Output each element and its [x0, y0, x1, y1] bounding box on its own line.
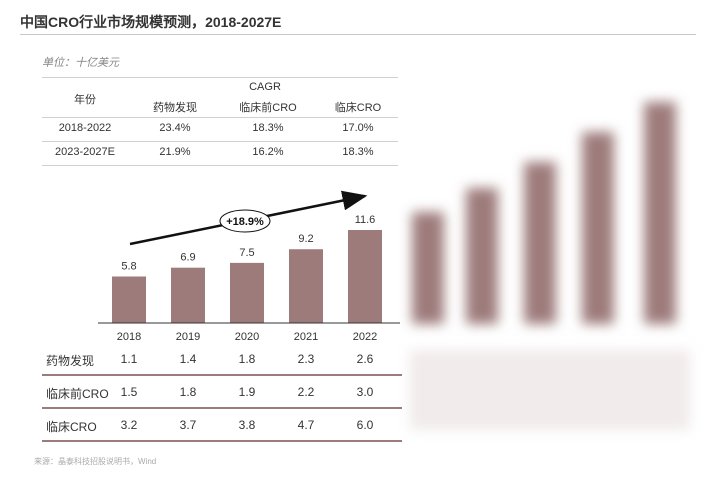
growth-badge [219, 209, 271, 233]
segment-value: 1.5 [120, 385, 138, 399]
data-label-2018: 5.8 [121, 261, 136, 273]
cagr-value: 21.9% [159, 146, 191, 158]
segment-value: 1.8 [179, 385, 197, 399]
row-rule [42, 374, 402, 376]
segment-value: 3.2 [120, 418, 138, 432]
table-rule [42, 77, 398, 78]
period-label: 2018-2022 [58, 122, 112, 134]
bar-2022 [348, 230, 382, 323]
blurred-bar [412, 212, 444, 324]
segment-value: 4.7 [297, 418, 315, 432]
blurred-bar [582, 132, 614, 324]
segment-name: 临床前CRO [46, 387, 109, 401]
title-divider [20, 34, 696, 35]
segment-value: 2.2 [297, 385, 315, 399]
cagr-value: 18.3% [252, 122, 284, 134]
segment-value: 2.6 [356, 352, 374, 366]
table-row: 临床前CRO 1.5 1.8 1.9 2.2 3.0 [42, 376, 402, 409]
x-tick-2021: 2021 [294, 331, 318, 343]
cagr-value: 17.0% [342, 122, 374, 134]
bar-2018 [112, 276, 146, 323]
bar-2020 [230, 262, 264, 323]
segment-value: 1.1 [120, 352, 138, 366]
table-row: 临床CRO 3.2 3.7 3.8 4.7 6.0 [42, 409, 402, 442]
bar-2019 [171, 267, 205, 323]
x-tick-2019: 2019 [176, 331, 200, 343]
unit-label: 单位：十亿美元 [42, 57, 119, 69]
segment-value: 6.0 [356, 418, 374, 432]
segment-value: 3.0 [356, 385, 374, 399]
cagr-subheader-row: 药物发现 临床前CRO 临床CRO [42, 99, 398, 115]
col-drug-discovery: 药物发现 [153, 102, 197, 114]
year-header: 年份 [74, 94, 96, 106]
blurred-table-area [410, 350, 690, 430]
table-rule [42, 165, 398, 166]
cagr-value: 23.4% [159, 122, 191, 134]
table-rule [42, 141, 398, 142]
segment-name: 药物发现 [46, 354, 95, 368]
data-label-2021: 9.2 [298, 233, 313, 245]
cagr-header-row: 年份 CAGR [42, 81, 398, 106]
data-label-2020: 7.5 [239, 247, 254, 259]
blurred-bar [524, 162, 556, 324]
segment-value: 1.9 [238, 385, 256, 399]
table-row: 2018-2022 23.4% 18.3% 17.0% [42, 122, 398, 138]
segment-value: 1.8 [238, 352, 256, 366]
row-rule [42, 407, 402, 409]
bar-2021 [289, 249, 323, 323]
blurred-bar [466, 188, 498, 324]
x-tick-2022: 2022 [353, 331, 377, 343]
col-preclinical: 临床前CRO [239, 102, 297, 114]
page-title: 中国CRO行业市场规模预测，2018-2027E [20, 14, 282, 30]
source-note: 来源：晶泰科技招股说明书，Wind [34, 457, 157, 466]
segment-value: 3.7 [179, 418, 197, 432]
data-label-2022: 11.6 [355, 214, 376, 226]
blurred-bar [644, 102, 676, 324]
x-tick-2018: 2018 [117, 331, 141, 343]
table-row: 药物发现 1.1 1.4 1.8 2.3 2.6 [42, 343, 402, 376]
cagr-value: 16.2% [252, 146, 284, 158]
table-rule [42, 117, 398, 118]
segment-value: 1.4 [179, 352, 197, 366]
segment-value: 2.3 [297, 352, 315, 366]
growth-label: +18.9% [226, 216, 264, 228]
cagr-value: 18.3% [342, 146, 374, 158]
period-label: 2023-2027E [55, 146, 115, 158]
x-tick-2020: 2020 [235, 331, 259, 343]
bars-layer: 5.8 2018 6.9 2019 7.5 2020 9.2 2021 11.6 2022 [112, 214, 382, 343]
row-rule [42, 440, 402, 442]
blurred-forecast-area [410, 102, 690, 430]
data-label-2019: 6.9 [180, 252, 195, 264]
col-clinical: 临床CRO [334, 102, 382, 114]
segment-name: 临床CRO [46, 420, 97, 434]
cagr-group-header: CAGR [249, 81, 281, 93]
table-row: 2023-2027E 21.9% 16.2% 18.3% [42, 146, 398, 162]
segment-value: 3.8 [238, 418, 256, 432]
